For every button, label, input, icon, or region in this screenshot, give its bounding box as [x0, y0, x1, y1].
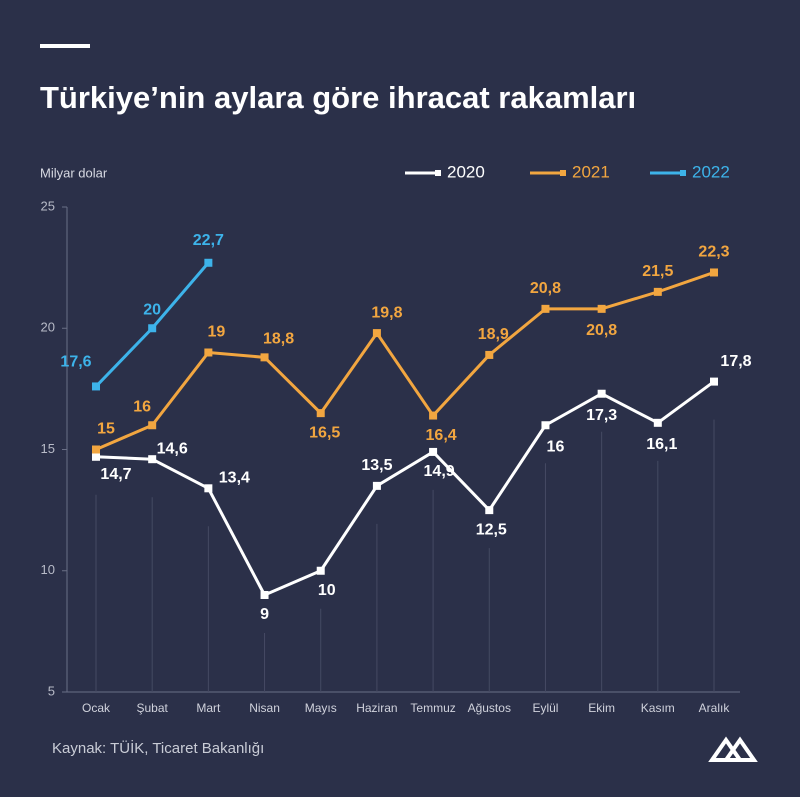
x-tick-label: Mart: [196, 701, 221, 715]
point: [260, 353, 269, 362]
data-label: 20,8: [586, 322, 617, 339]
point: [597, 389, 606, 398]
point: [485, 350, 494, 359]
point: [429, 411, 438, 420]
data-label: 13,4: [219, 470, 250, 487]
y-tick-label: 5: [48, 683, 55, 698]
point: [316, 409, 325, 418]
point: [148, 421, 157, 430]
logo: [708, 736, 758, 762]
y-tick-label: 25: [41, 198, 55, 213]
data-label: 14,7: [100, 466, 131, 483]
point: [710, 377, 718, 386]
point: [148, 324, 157, 333]
data-label: 20: [143, 301, 161, 318]
point: [485, 506, 494, 515]
legend-marker: [435, 170, 441, 176]
data-label: 16,5: [309, 424, 340, 441]
y-tick-label: 10: [41, 562, 55, 577]
point: [653, 418, 662, 427]
data-label: 19: [207, 324, 225, 341]
data-label: 16: [133, 398, 151, 415]
data-label: 9: [260, 606, 269, 623]
data-label: 15: [97, 421, 115, 438]
data-label: 13,5: [361, 457, 392, 474]
point: [204, 348, 213, 357]
data-label: 21,5: [642, 263, 673, 280]
data-label: 18,9: [478, 326, 509, 343]
x-tick-label: Kasım: [641, 701, 675, 715]
point: [92, 452, 100, 461]
data-label: 17,8: [720, 353, 751, 370]
point: [92, 445, 100, 454]
y-tick-label: 20: [41, 320, 55, 335]
legend-label: 2021: [572, 162, 610, 181]
data-label: 17,3: [586, 407, 617, 424]
point: [204, 258, 213, 267]
x-tick-label: Eylül: [532, 701, 558, 715]
data-label: 16: [547, 438, 565, 455]
point: [541, 304, 550, 313]
series-line: [95, 380, 715, 597]
x-tick-label: Nisan: [249, 701, 280, 715]
series-line: [95, 271, 715, 451]
point: [653, 287, 662, 296]
x-tick-label: Mayıs: [305, 701, 337, 715]
data-label: 16,4: [426, 427, 457, 444]
point: [541, 421, 550, 430]
legend-marker: [680, 170, 686, 176]
point: [372, 481, 381, 490]
point: [316, 566, 325, 575]
y-axis-label: Milyar dolar: [40, 165, 108, 180]
data-label: 10: [318, 582, 336, 599]
chart-title: Türkiye’nin aylara göre ihracat rakamlar…: [40, 80, 636, 115]
x-tick-label: Ocak: [82, 701, 111, 715]
legend-label: 2020: [447, 162, 485, 181]
x-tick-label: Ekim: [588, 701, 615, 715]
legend-marker: [560, 170, 566, 176]
data-label: 22,7: [193, 232, 224, 249]
data-label: 16,1: [646, 436, 677, 453]
x-tick-label: Şubat: [137, 701, 169, 715]
y-tick-label: 15: [41, 441, 55, 456]
x-tick-label: Temmuz: [410, 701, 455, 715]
data-label: 12,5: [476, 521, 507, 538]
x-tick-label: Ağustos: [468, 701, 511, 715]
data-label: 18,8: [263, 331, 294, 348]
point: [92, 382, 100, 391]
point: [204, 484, 213, 493]
data-label: 14,9: [424, 463, 455, 480]
decor-bar: [40, 44, 90, 48]
data-label: 19,8: [371, 304, 402, 321]
data-label: 20,8: [530, 280, 561, 297]
data-label: 22,3: [698, 244, 729, 261]
data-label: 14,6: [157, 440, 188, 457]
point: [260, 591, 269, 599]
point: [429, 447, 438, 456]
legend-label: 2022: [692, 162, 730, 181]
point: [372, 329, 381, 338]
x-tick-label: Haziran: [356, 701, 397, 715]
point: [148, 455, 157, 464]
point: [597, 304, 606, 313]
point: [710, 268, 718, 277]
source: Kaynak: TÜİK, Ticaret Bakanlığı: [52, 739, 264, 757]
x-tick-label: Aralık: [699, 701, 731, 715]
data-label: 17,6: [60, 354, 91, 371]
